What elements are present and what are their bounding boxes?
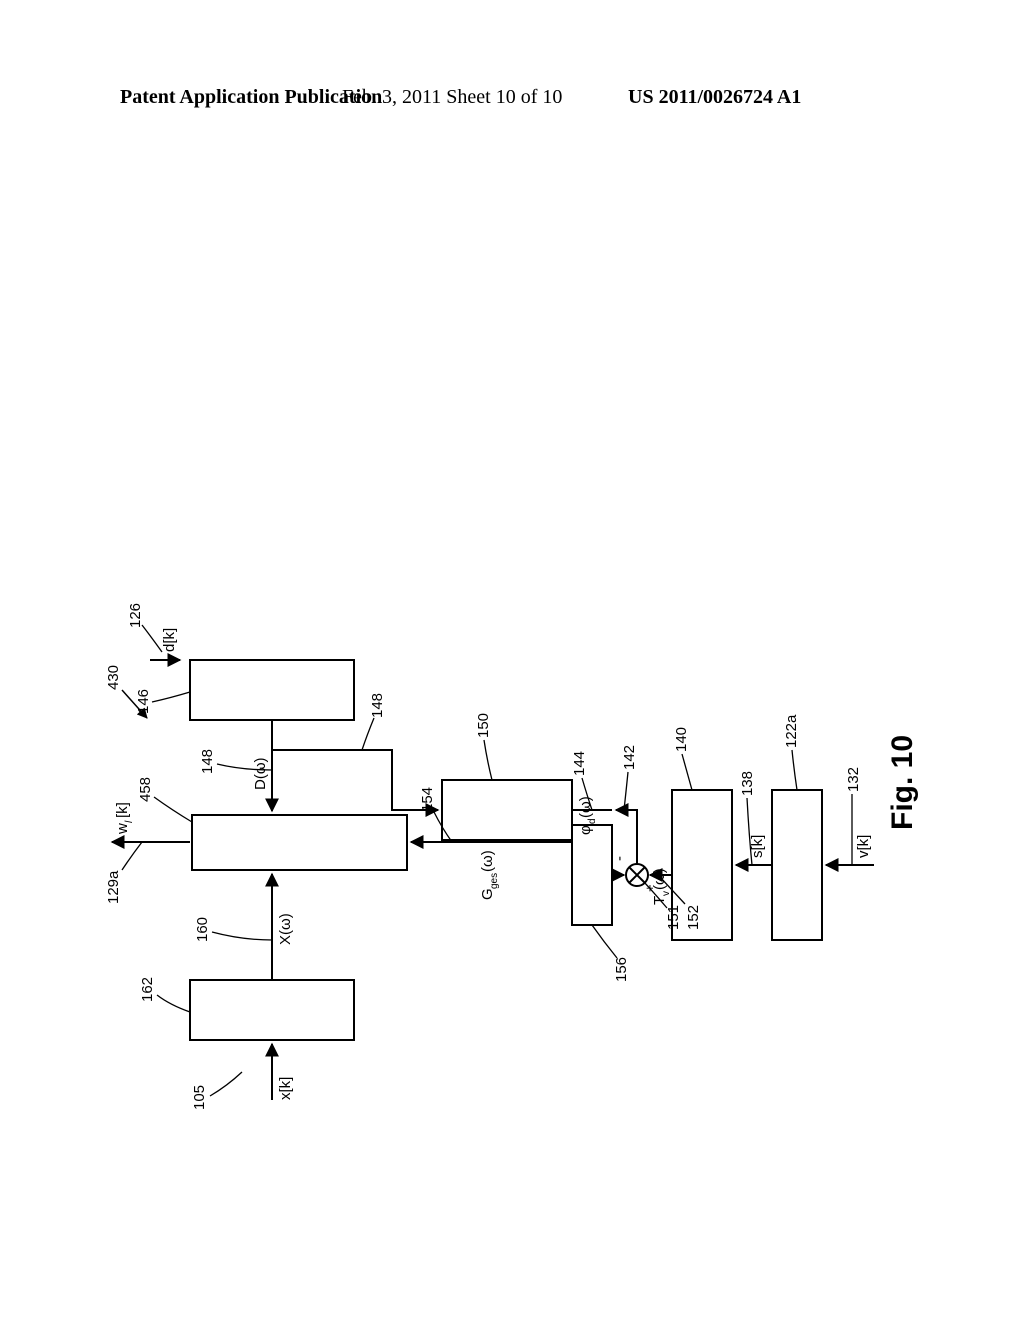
ref-126: 126	[127, 603, 144, 628]
ref-144: 144	[571, 751, 588, 776]
block-458	[192, 815, 407, 870]
label-Dw: D(ω)	[252, 757, 269, 790]
ref-458: 458	[137, 777, 154, 802]
svg-text:w: w	[114, 823, 131, 835]
leader-162	[157, 995, 190, 1012]
leader-146	[152, 692, 190, 702]
svg-text:(ω): (ω)	[577, 796, 594, 818]
label-plus: +	[642, 884, 657, 892]
leader-105	[210, 1072, 242, 1096]
label-Gges: G ges (ω)	[479, 850, 500, 900]
ref-140: 140	[673, 727, 690, 752]
ref-122a: 122a	[783, 714, 800, 748]
leader-129a	[122, 842, 142, 870]
ref-105: 105	[191, 1085, 208, 1110]
ref-129a: 129a	[105, 870, 122, 904]
ref-132: 132	[845, 767, 862, 792]
figure-label: Fig. 10	[886, 735, 919, 830]
ref-160: 160	[194, 917, 211, 942]
block-162	[190, 980, 354, 1040]
svg-text:[k]: [k]	[114, 802, 131, 818]
arrow-Dw-down	[272, 750, 438, 810]
leader-150	[484, 740, 492, 780]
label-Xw: X(ω)	[277, 913, 294, 945]
svg-text:l: l	[124, 820, 135, 823]
label-sk: s[k]	[749, 835, 766, 858]
ref-142: 142	[621, 745, 638, 770]
svg-text:G: G	[479, 888, 496, 900]
block-122a	[772, 790, 822, 940]
label-dk: d[k]	[161, 628, 178, 652]
ref-148: 148	[199, 749, 216, 774]
block-156	[572, 825, 612, 925]
ref-138: 138	[739, 771, 756, 796]
ref-162: 162	[139, 977, 156, 1002]
ref-156: 156	[613, 957, 630, 982]
leader-126	[142, 625, 162, 652]
svg-text:(ω): (ω)	[479, 850, 496, 872]
svg-text:φ: φ	[577, 825, 594, 835]
block-diagram: x[k] X(ω) w l [k] d[k] D(ω) G ges (ω) φ …	[0, 0, 1024, 1320]
block-150	[442, 780, 572, 840]
label-minus: -	[611, 856, 628, 861]
leader-140	[682, 754, 692, 790]
svg-text:T: T	[651, 896, 668, 905]
leader-148b	[362, 718, 374, 750]
svg-text:ges: ges	[489, 873, 500, 889]
label-xk: x[k]	[277, 1077, 294, 1100]
ref-150: 150	[475, 713, 492, 738]
ref-430: 430	[105, 665, 122, 690]
ref-151: 151	[665, 905, 682, 930]
label-wlk: w l [k]	[114, 802, 135, 835]
arrow-adder-out	[616, 810, 637, 864]
leader-122a	[792, 750, 797, 790]
leader-142	[624, 772, 628, 810]
svg-text:v: v	[661, 891, 672, 896]
leader-156	[592, 925, 617, 958]
ref-152: 152	[685, 905, 702, 930]
ref-146: 146	[135, 689, 152, 714]
leader-458	[154, 797, 192, 822]
label-vk: v[k]	[855, 835, 872, 858]
ref-148b: 148	[369, 693, 386, 718]
svg-text:d: d	[587, 818, 598, 824]
ref-154: 154	[419, 787, 436, 812]
block-146	[190, 660, 354, 720]
leader-160	[212, 932, 272, 940]
